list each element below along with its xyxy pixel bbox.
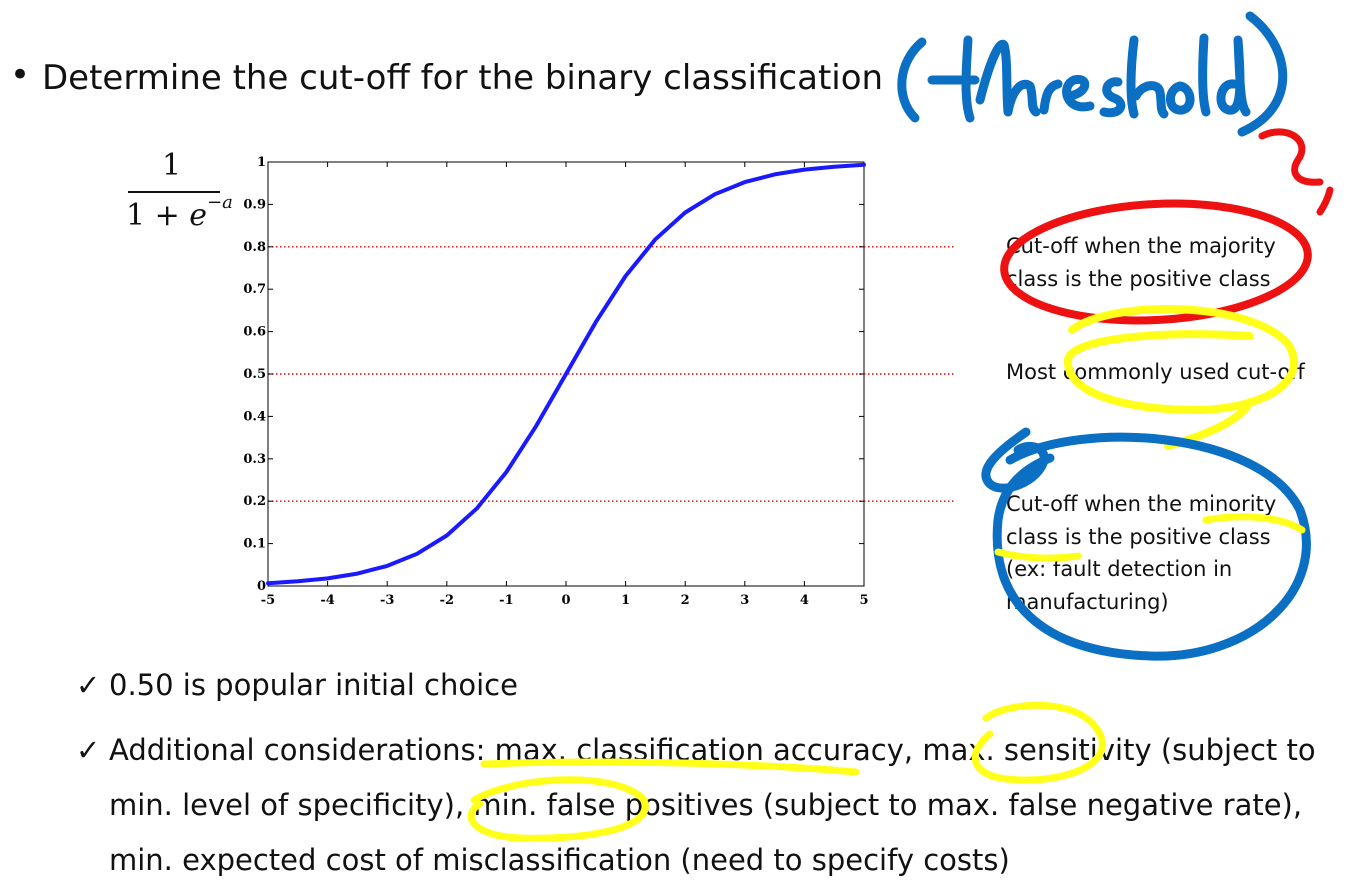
x-tick-label: 1 xyxy=(621,593,630,608)
x-tick-label: -5 xyxy=(261,593,275,608)
check-item-initial-choice: ✓0.50 is popular initial choice xyxy=(76,658,518,713)
check-item-text: 0.50 is popular initial choice xyxy=(109,658,518,713)
y-tick-label: 0.7 xyxy=(243,282,266,297)
formula-numerator: 1 xyxy=(162,148,181,183)
formula-denominator-prefix: 1 + xyxy=(126,198,189,233)
y-tick-label: 0.2 xyxy=(243,494,266,509)
y-tick-label: 0.9 xyxy=(243,197,266,212)
minority-line-2: class is the positive class xyxy=(1006,521,1276,554)
minority-line-1: Cut-off when the minority xyxy=(1006,488,1276,521)
check-item-text: Additional considerations: max. classifi… xyxy=(109,723,1359,888)
y-tick-label: 0 xyxy=(257,579,266,594)
common-cutoff-annotation: Most commonly used cut-off xyxy=(1006,356,1305,389)
x-tick-label: -4 xyxy=(320,593,334,608)
x-tick-label: 4 xyxy=(800,593,809,608)
check-item-considerations: ✓Additional considerations: max. classif… xyxy=(76,723,1361,888)
y-tick-label: 0.4 xyxy=(243,409,266,424)
title-bullet: • xyxy=(10,58,30,92)
x-tick-label: 2 xyxy=(681,593,690,608)
majority-cutoff-annotation: Cut-off when the majority class is the p… xyxy=(1006,230,1276,295)
slide-title: Determine the cut-off for the binary cla… xyxy=(42,60,883,97)
y-tick-label: 0.6 xyxy=(243,325,266,340)
handwritten-question xyxy=(1262,132,1330,212)
checkmark-icon: ✓ xyxy=(76,723,109,778)
y-tick-label: 0.1 xyxy=(243,537,266,552)
formula-denominator: 1 + e−a xyxy=(126,198,233,233)
formula-denominator-base: e xyxy=(189,198,207,233)
majority-line-1: Cut-off when the majority xyxy=(1006,230,1276,263)
x-tick-label: -2 xyxy=(440,593,454,608)
sigmoid-chart: -5 -4 -3 -2 -1 0 1 2 3 4 5 0 0.1 0.2 0.3 0.4 0.5 0.6 0.7 0.… xyxy=(238,150,968,615)
y-tick-label: 0.3 xyxy=(243,452,266,467)
x-tick-label: 0 xyxy=(561,593,570,608)
x-tick-label: -3 xyxy=(380,593,394,608)
y-tick-label: 0.8 xyxy=(243,240,266,255)
minority-cutoff-annotation: Cut-off when the minority class is the p… xyxy=(1006,488,1276,618)
y-tick-label: 0.5 xyxy=(243,367,266,382)
formula-denominator-exponent: −a xyxy=(207,192,233,213)
x-tick-label: 3 xyxy=(740,593,749,608)
majority-line-2: class is the positive class xyxy=(1006,263,1276,296)
y-tick-label: 1 xyxy=(257,155,266,170)
common-line-1: Most commonly used cut-off xyxy=(1006,356,1305,389)
minority-line-3: (ex: fault detection in xyxy=(1006,553,1276,586)
checkmark-icon: ✓ xyxy=(76,658,109,713)
x-tick-label: 5 xyxy=(859,593,868,608)
x-tick-label: -1 xyxy=(499,593,513,608)
handwritten-threshold xyxy=(902,16,1283,132)
minority-line-4: manufacturing) xyxy=(1006,586,1276,619)
